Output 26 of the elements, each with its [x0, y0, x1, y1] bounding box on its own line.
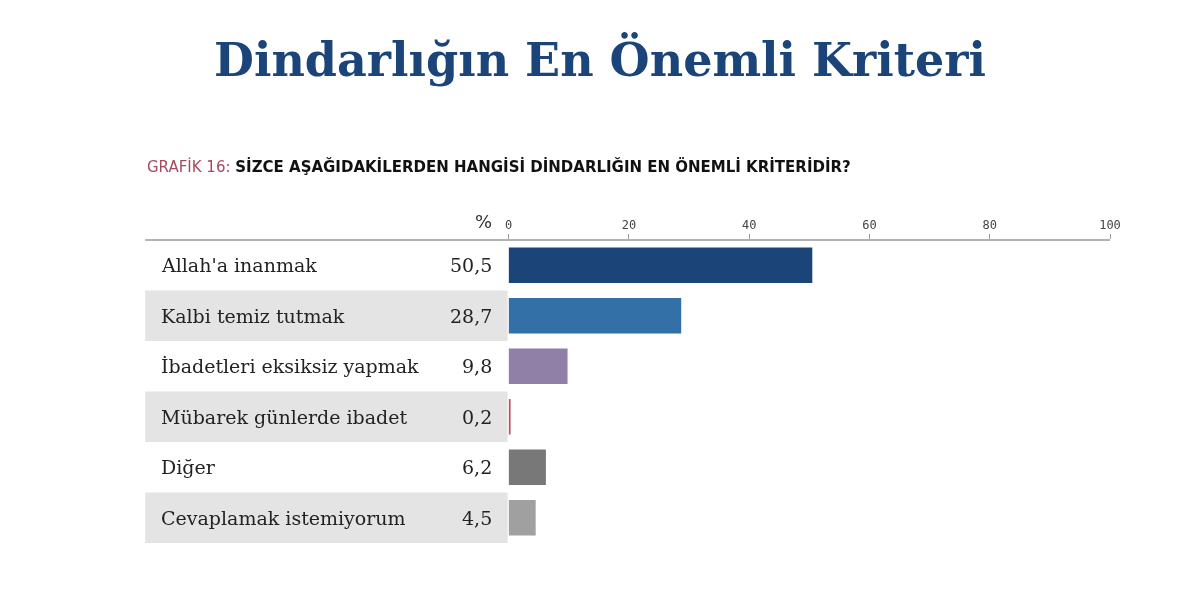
x-tick-label: 80 — [982, 218, 997, 233]
bar — [508, 247, 813, 283]
x-tick-label: 40 — [741, 218, 757, 233]
bar — [508, 449, 546, 485]
y-tick-label: İbadetleri eksiksiz yapmak — [161, 355, 420, 377]
bar — [508, 500, 536, 536]
bar — [508, 348, 568, 384]
y-tick-label: Kalbi temiz tutmak — [161, 305, 345, 327]
x-tick-label: 0 — [505, 218, 513, 233]
data-label: 4,5 — [462, 507, 493, 529]
x-tick-label: 20 — [621, 218, 637, 233]
text: % — [475, 211, 493, 232]
data-label: 28,7 — [450, 305, 493, 327]
x-tick-label: 100 — [1099, 218, 1121, 233]
data-label: 50,5 — [450, 254, 493, 276]
data-label: 6,2 — [462, 456, 493, 478]
bar — [508, 399, 511, 435]
data-label: 9,8 — [462, 355, 493, 377]
y-tick-label: Mübarek günlerde ibadet — [161, 406, 408, 428]
data-label: 0,2 — [462, 406, 493, 428]
x-tick-label: 60 — [862, 218, 877, 233]
y-tick-label: Cevaplamak istemiyorum — [161, 507, 406, 529]
chart-subtitle: GRAFİK 16: SİZCE AŞAĞIDAKİLERDEN HANGİSİ DİNDARLIĞIN EN ÖNEMLİ KRİTERİDİR? — [147, 157, 851, 176]
y-tick-label: Allah'a inanmak — [161, 254, 318, 276]
chart-title: Dindarlığın En Önemli Kriteri — [214, 32, 986, 88]
y-tick-label: Diğer — [161, 456, 216, 478]
